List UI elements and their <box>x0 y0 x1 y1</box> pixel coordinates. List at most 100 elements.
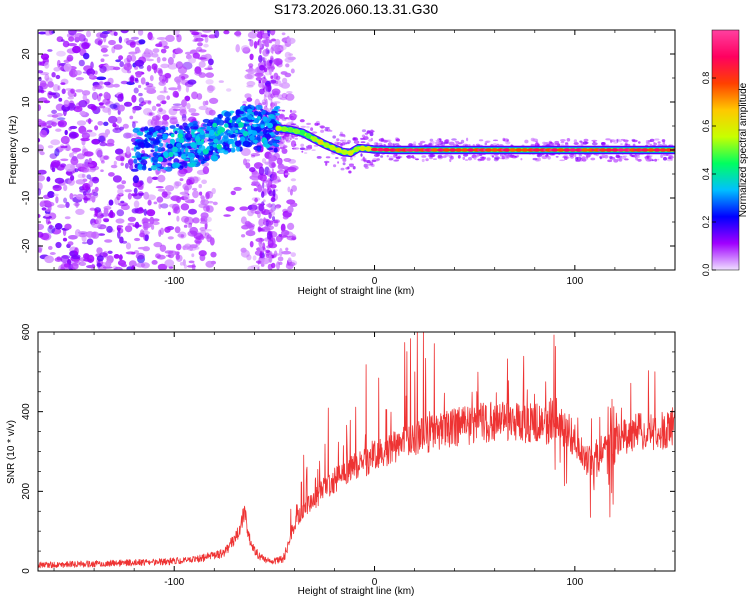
heatmap-noise-cell <box>48 224 53 230</box>
heatmap-spread-cell <box>394 159 400 162</box>
heatmap-spread-cell <box>496 143 500 146</box>
heatmap-noise-cell <box>279 248 283 257</box>
heatmap-noise-cell <box>286 91 293 94</box>
heatmap-noise-cell <box>86 254 95 263</box>
heatmap-ridge-cell <box>163 167 168 170</box>
heatmap-spread-cell <box>294 137 298 140</box>
heatmap-noise-cell <box>258 55 263 63</box>
heatmap-noise-cell <box>261 99 267 105</box>
heatmap-noise-cell <box>98 81 104 85</box>
heatmap-noise-cell <box>62 237 68 242</box>
heatmap-noise-cell <box>86 192 94 196</box>
heatmap-noise-cell <box>97 233 105 236</box>
heatmap-noise-cell <box>74 229 81 237</box>
heatmap-noise-cell <box>163 45 170 49</box>
heatmap-noise-cell <box>164 226 171 233</box>
heatmap-noise-cell <box>265 42 269 46</box>
heatmap-noise-cell <box>43 194 51 199</box>
heatmap-noise-cell <box>158 81 166 86</box>
heatmap-spread-cell <box>365 135 368 138</box>
heatmap-spread-cell <box>437 154 443 159</box>
heatmap-noise-cell <box>68 235 78 240</box>
heatmap-noise-cell <box>116 116 122 124</box>
heatmap-ridge-cell <box>264 133 272 140</box>
heatmap-noise-cell <box>143 87 154 91</box>
heatmap-noise-cell <box>112 66 121 71</box>
heatmap-noise-cell <box>104 129 111 135</box>
heatmap-ridge-cell <box>161 126 166 130</box>
heatmap-noise-cell <box>262 181 265 185</box>
heatmap-noise-cell <box>51 121 57 127</box>
heatmap-noise-cell <box>149 112 153 116</box>
heatmap-noise-cell <box>249 53 254 60</box>
heatmap-spread-cell <box>486 157 491 161</box>
heatmap-spread-cell <box>432 158 438 161</box>
heatmap-noise-cell <box>270 79 277 84</box>
heatmap-spread-cell <box>435 141 441 145</box>
heatmap-noise-cell <box>273 58 283 66</box>
snr-series-line <box>38 332 675 569</box>
heatmap-spread-cell <box>509 155 515 157</box>
heatmap-noise-cell <box>144 234 149 242</box>
heatmap-noise-cell <box>258 40 263 49</box>
heatmap-spread-cell <box>300 125 307 128</box>
heatmap-spread-cell <box>624 158 629 161</box>
heatmap-spread-cell <box>349 163 354 168</box>
heatmap-spread-cell <box>463 153 469 157</box>
heatmap-ridge-cell <box>179 125 184 130</box>
heatmap-spread-cell <box>484 141 489 144</box>
heatmap-noise-cell <box>185 51 192 55</box>
heatmap-noise-cell <box>62 228 67 236</box>
heatmap-noise-cell <box>91 263 95 270</box>
heatmap-spread-cell <box>411 155 415 159</box>
heatmap-ridge-cell <box>159 142 164 147</box>
heatmap-noise-cell <box>63 184 68 192</box>
snr-x-axis-label: Height of straight line (km) <box>298 586 415 597</box>
heatmap-noise-cell <box>88 157 93 163</box>
heatmap-noise-cell <box>44 213 50 217</box>
heatmap-noise-cell <box>177 231 187 239</box>
heatmap-noise-cell <box>176 215 180 222</box>
heatmap-spread-cell <box>630 154 634 158</box>
heatmap-noise-cell <box>93 84 102 90</box>
heatmap-spread-cell <box>631 138 636 142</box>
heatmap-peak-cell <box>281 126 288 132</box>
heatmap-ridge-cell <box>256 134 261 142</box>
heatmap-ridge-cell <box>141 156 150 159</box>
heatmap-spread-cell <box>646 143 651 146</box>
heatmap-noise-cell <box>188 108 197 113</box>
heatmap-noise-cell <box>121 180 127 185</box>
heatmap-ridge-cell <box>156 134 163 137</box>
heatmap-noise-cell <box>118 55 124 61</box>
heatmap-noise-cell <box>156 103 161 107</box>
heatmap-noise-cell <box>146 58 154 62</box>
heatmap-spread-cell <box>473 154 479 158</box>
heatmap-spread-cell <box>566 138 571 142</box>
heatmap-spread-cell <box>305 147 312 151</box>
colorbar-frame <box>711 29 740 271</box>
heatmap-noise-cell <box>133 87 139 94</box>
heatmap-spread-cell <box>542 141 546 145</box>
heatmap-ridge-cell <box>165 126 169 131</box>
heatmap-ridge-cell <box>204 154 210 157</box>
heatmap-ridge-cell <box>242 140 251 147</box>
heatmap-peak-cell <box>293 128 300 135</box>
heatmap-spread-cell <box>645 157 651 162</box>
heatmap-noise-cell <box>96 255 104 262</box>
heatmap-noise-cell <box>188 208 197 215</box>
heatmap-noise-cell <box>188 260 195 264</box>
heatmap-noise-cell <box>67 96 75 100</box>
heatmap-spread-cell <box>362 156 365 160</box>
heatmap-y-tick-label: -20 <box>21 238 32 253</box>
heatmap-noise-cell <box>73 259 79 264</box>
heatmap-noise-cell <box>78 165 83 170</box>
heatmap-noise-cell <box>80 166 90 173</box>
heatmap-noise-cell <box>100 47 108 53</box>
heatmap-ridge-cell <box>131 168 139 172</box>
heatmap-noise-cell <box>38 231 44 238</box>
heatmap-noise-cell <box>55 128 62 132</box>
heatmap-noise-cell <box>60 158 69 162</box>
heatmap-spread-cell <box>449 158 452 163</box>
heatmap-noise-cell <box>74 247 79 256</box>
heatmap-spread-cell <box>560 139 566 142</box>
